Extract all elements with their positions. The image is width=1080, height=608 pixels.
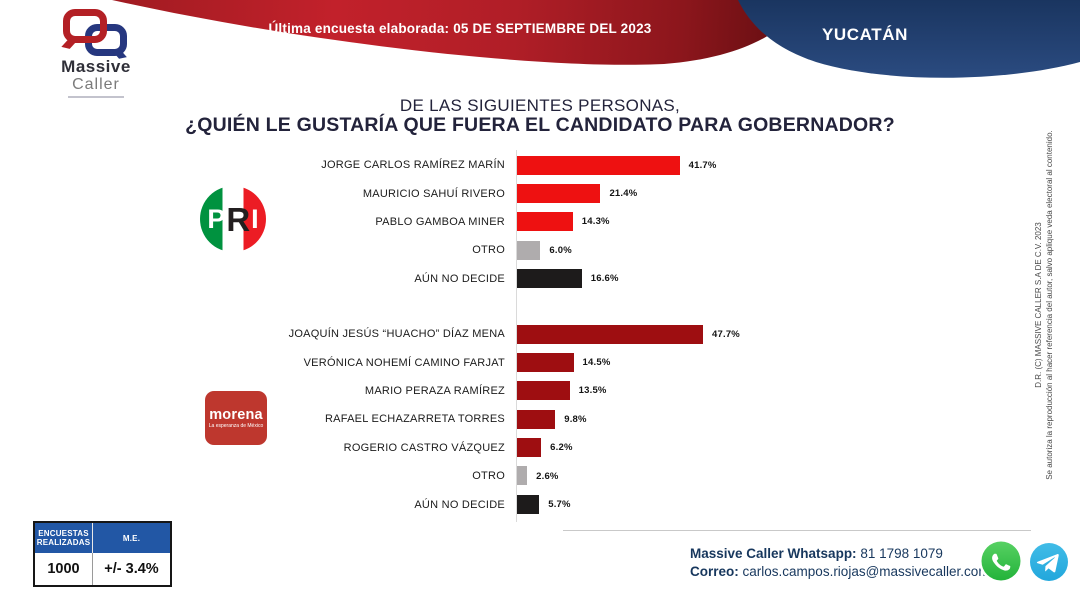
morena-logo-text: morena	[209, 406, 263, 423]
banner-label: Última encuesta elaborada:	[268, 21, 450, 36]
bar	[517, 466, 528, 486]
copyright-vertical-text: D.R. (C) MASSIVE CALLER S.A DE C.V. 2023…	[1033, 90, 1063, 520]
contact-block: Massive Caller Whatsapp: 81 1798 1079 Co…	[690, 545, 990, 581]
chart-row: OTRO 6.0%	[0, 236, 1080, 264]
surveys-header: ENCUESTAS REALIZADAS	[36, 529, 91, 547]
bar	[517, 494, 540, 514]
percent-label: 5.7%	[548, 499, 571, 511]
candidate-label: MARIO PERAZA RAMÍREZ	[364, 384, 505, 397]
bar	[517, 352, 574, 372]
chart-row: JORGE CARLOS RAMÍREZ MARÍN 41.7%	[0, 151, 1080, 179]
percent-label: 2.6%	[536, 470, 559, 482]
candidate-label: AÚN NO DECIDE	[414, 498, 505, 511]
candidate-label: ROGERIO CASTRO VÁZQUEZ	[343, 441, 505, 454]
speech-bubble-red-tail	[61, 37, 79, 49]
copyright-line2: Se autoriza la reproducción al hacer ref…	[1045, 130, 1054, 480]
candidate-label: VERÓNICA NOHEMÍ CAMINO FARJAT	[303, 356, 505, 369]
surveys-value: 1000	[47, 561, 80, 577]
bar	[517, 183, 601, 203]
bar	[517, 409, 556, 429]
morena-logo-tagline: La esperanza de México	[208, 422, 264, 429]
percent-label: 16.6%	[590, 273, 619, 285]
candidate-label: OTRO	[472, 244, 505, 257]
massive-caller-logo: Massive Caller	[40, 8, 152, 98]
whatsapp-number[interactable]: 81 1798 1079	[860, 546, 943, 561]
candidate-label: AÚN NO DECIDE	[414, 272, 505, 285]
candidate-label: PABLO GAMBOA MINER	[375, 215, 505, 228]
margin-error-header: M.E.	[92, 523, 170, 553]
pri-letter: P	[207, 203, 226, 234]
logo-tagline-rule	[68, 96, 124, 98]
whatsapp-label: Massive Caller Whatsapp:	[690, 546, 857, 561]
candidate-label: JORGE CARLOS RAMÍREZ MARÍN	[321, 159, 505, 172]
red-banner-shape	[112, 0, 806, 65]
chart-row: AÚN NO DECIDE 16.6%	[0, 265, 1080, 293]
telegram-icon[interactable]	[1029, 542, 1069, 582]
chart-row: VERÓNICA NOHEMÍ CAMINO FARJAT 14.5%	[0, 348, 1080, 376]
chart-row: RAFAEL ECHAZARRETA TORRES 9.8%	[0, 405, 1080, 433]
email-line: Correo: carlos.campos.riojas@massivecall…	[690, 563, 990, 581]
percent-label: 13.5%	[578, 385, 607, 397]
percent-label: 9.8%	[564, 413, 587, 425]
question-intro: DE LAS SIGUIENTES PERSONAS,	[399, 96, 681, 115]
chart-group-pri: JORGE CARLOS RAMÍREZ MARÍN 41.7% MAURICIO …	[0, 151, 1080, 293]
percent-label: 21.4%	[609, 188, 638, 200]
stats-table: ENCUESTAS REALIZADAS M.E. 1000 +/- 3.4%	[33, 521, 172, 587]
percent-label: 6.0%	[549, 244, 572, 256]
chart-row: AÚN NO DECIDE 5.7%	[0, 490, 1080, 518]
chart-row: PABLO GAMBOA MINER 14.3%	[0, 208, 1080, 236]
bar	[517, 381, 570, 401]
footer-divider	[563, 530, 1031, 531]
chart-row: ROGERIO CASTRO VÁZQUEZ 6.2%	[0, 434, 1080, 462]
chart-group-morena: JOAQUÍN JESÚS “HUACHO” DÍAZ MENA 47.7% VER…	[0, 320, 1080, 519]
bar	[517, 324, 704, 344]
bar	[517, 155, 680, 175]
last-survey-banner: Última encuesta elaborada: 05 DE SEPTIEM…	[250, 21, 670, 36]
region-title: YUCATÁN	[821, 25, 909, 44]
email-address[interactable]: carlos.campos.riojas@massivecaller.com	[742, 564, 990, 579]
chart-row: JOAQUÍN JESÚS “HUACHO” DÍAZ MENA 47.7%	[0, 320, 1080, 348]
whatsapp-icon[interactable]	[978, 539, 1024, 585]
pri-letter: R	[226, 200, 251, 238]
percent-label: 14.3%	[581, 216, 610, 228]
percent-label: 41.7%	[688, 159, 717, 171]
percent-label: 14.5%	[582, 357, 611, 369]
margin-error-value: +/- 3.4%	[92, 553, 170, 585]
speech-bubble-red-icon	[63, 9, 107, 43]
question-main: ¿QUIÉN LE GUSTARÍA QUE FUERA EL CANDIDAT…	[185, 114, 895, 136]
candidate-label: OTRO	[472, 470, 505, 483]
header-graphic	[112, 0, 1080, 78]
chart-baseline	[516, 150, 517, 522]
candidate-label: JOAQUÍN JESÚS “HUACHO” DÍAZ MENA	[288, 328, 505, 341]
chart-row: MARIO PERAZA RAMÍREZ 13.5%	[0, 377, 1080, 405]
candidate-label: RAFAEL ECHAZARRETA TORRES	[324, 413, 505, 426]
chart-row: OTRO 2.6%	[0, 462, 1080, 490]
bar	[517, 269, 582, 289]
bar	[517, 438, 542, 458]
banner-date: 05 DE SEPTIEMBRE DEL 2023	[453, 21, 652, 36]
stats-table-header-row: ENCUESTAS REALIZADAS M.E.	[35, 523, 170, 553]
bar	[517, 212, 573, 232]
percent-label: 47.7%	[712, 328, 740, 340]
logo-wordmark-top: Massive	[61, 57, 131, 76]
morena-logo: morena La esperanza de México	[205, 391, 267, 445]
massive-caller-logo-icon	[57, 8, 135, 59]
stats-table-value-row: 1000 +/- 3.4%	[35, 553, 170, 585]
percent-label: 6.2%	[550, 442, 573, 454]
chart-row: MAURICIO SAHUÍ RIVERO 21.4%	[0, 179, 1080, 207]
candidate-label: MAURICIO SAHUÍ RIVERO	[362, 187, 505, 200]
bar	[517, 240, 541, 260]
email-label: Correo:	[690, 564, 739, 579]
logo-wordmark-bottom: Caller	[72, 76, 120, 93]
navy-region-shape	[738, 0, 1080, 78]
copyright-line1: D.R. (C) MASSIVE CALLER S.A DE C.V. 2023	[1034, 222, 1043, 388]
whatsapp-line: Massive Caller Whatsapp: 81 1798 1079	[690, 545, 990, 563]
pri-letter: I	[251, 203, 259, 234]
